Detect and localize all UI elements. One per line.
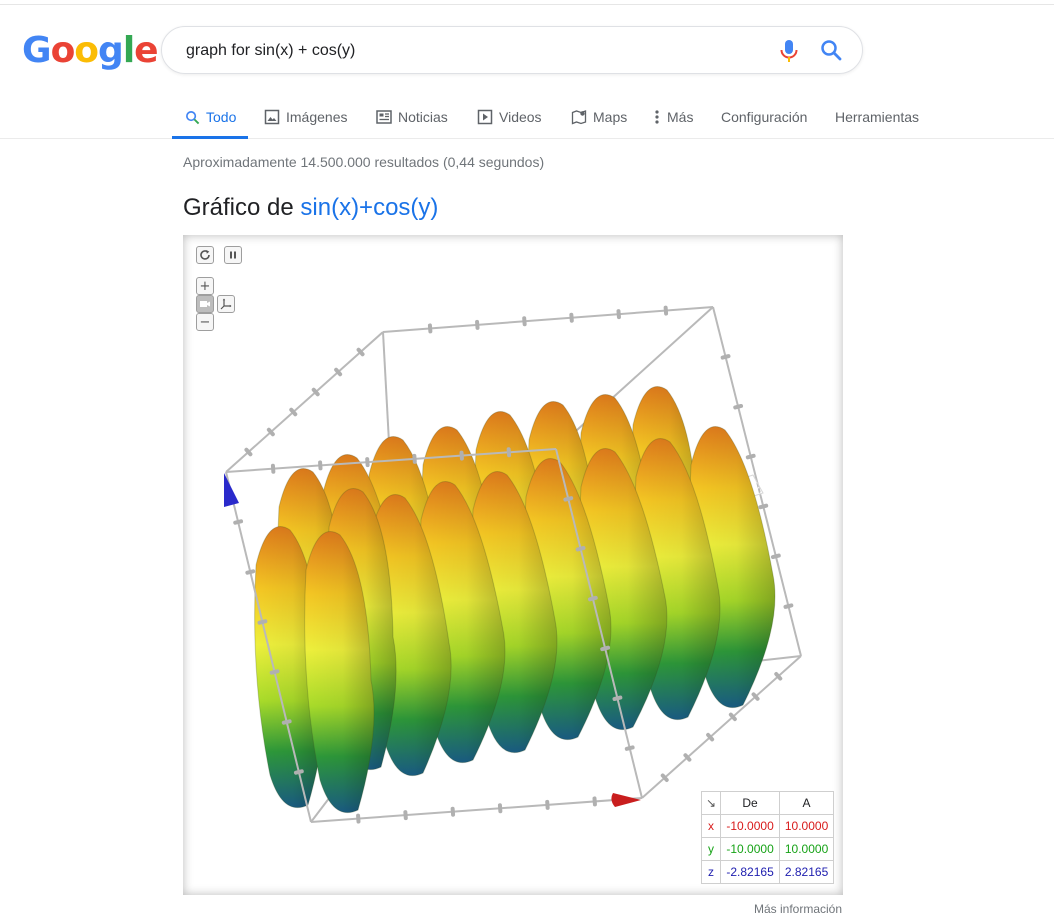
tab-videos[interactable]: Videos: [477, 96, 542, 138]
image-icon: [264, 109, 280, 125]
range-from-z[interactable]: -2.82165: [720, 860, 781, 884]
axis-tick: [758, 503, 769, 510]
map-pin-icon: [571, 109, 587, 125]
bounding-box-front: [225, 448, 643, 823]
top-divider: [0, 4, 1054, 5]
axes-icon: [220, 298, 232, 310]
range-to-header: A: [779, 791, 835, 815]
axis-tick: [624, 745, 635, 751]
refresh-icon: [200, 250, 210, 260]
tab-all[interactable]: Todo: [171, 96, 249, 139]
axis-tick: [311, 387, 320, 397]
tab-label: Videos: [499, 109, 542, 125]
axis-tick: [720, 354, 731, 360]
axis-tick: [733, 403, 744, 410]
axis-tick: [334, 367, 343, 377]
zoom-in-button[interactable]: +: [196, 277, 214, 295]
more-info-link[interactable]: Más información: [754, 902, 843, 916]
graph-title: Gráfico de sin(x)+cos(y): [183, 194, 438, 222]
tab-images[interactable]: Imágenes: [264, 96, 347, 138]
tab-label: Más: [667, 109, 694, 125]
z-axis-arrow: [224, 473, 239, 507]
axis-tick: [281, 719, 292, 725]
axis-tick: [257, 619, 268, 625]
axis-tick: [783, 603, 794, 609]
axis-tick: [774, 672, 783, 681]
range-to-y[interactable]: 10.0000: [779, 837, 835, 861]
x-axis-arrow: [611, 793, 641, 807]
camera-mode-button[interactable]: [196, 295, 214, 313]
search-icon[interactable]: [819, 38, 843, 62]
range-table: ↘ De A x -10.0000 10.0000 y -10.0000 10.…: [700, 791, 835, 884]
result-stats: Aproximadamente 14.500.000 resultados (0…: [183, 154, 545, 170]
axis-tick: [728, 712, 737, 722]
axis-tick: [745, 453, 756, 460]
tab-more[interactable]: Más: [653, 96, 693, 138]
axis-tick: [587, 595, 598, 602]
range-to-x[interactable]: 10.0000: [779, 814, 835, 838]
axis-tick: [245, 569, 256, 575]
range-row-x: x -10.0000 10.0000: [700, 814, 835, 838]
axis-tick: [293, 769, 304, 775]
news-icon: [376, 109, 392, 125]
range-row-z: z -2.82165 2.82165: [700, 860, 835, 884]
microphone-icon[interactable]: [778, 39, 800, 63]
tab-label: Maps: [593, 109, 628, 125]
tab-label: Todo: [206, 109, 237, 125]
more-vert-icon: [653, 109, 661, 125]
search-box[interactable]: [161, 26, 863, 74]
search-icon: [184, 109, 200, 125]
zoom-out-button[interactable]: −: [196, 313, 214, 331]
axis-tick: [660, 773, 669, 782]
graph-3d-plot[interactable]: [183, 235, 843, 895]
tick-marks: [233, 305, 794, 824]
axis-tick: [683, 753, 692, 762]
reset-view-button[interactable]: [196, 246, 214, 264]
tab-tools[interactable]: Herramientas: [835, 96, 919, 138]
range-to-z[interactable]: 2.82165: [779, 860, 835, 884]
range-var: y: [700, 837, 722, 861]
range-from-header: De: [720, 791, 781, 815]
tab-label: Noticias: [398, 109, 448, 125]
tab-settings[interactable]: Configuración: [721, 96, 807, 138]
plot-surface: [254, 386, 776, 814]
surface-wave-shade: [304, 531, 375, 813]
google-logo[interactable]: Google: [22, 30, 159, 71]
pause-icon: [230, 251, 236, 259]
range-row-y: y -10.0000 10.0000: [700, 837, 835, 861]
graph-title-prefix: Gráfico de: [183, 194, 294, 221]
axes-mode-button[interactable]: [217, 295, 235, 313]
axis-tick: [563, 496, 574, 502]
axis-tick: [575, 545, 586, 552]
range-from-y[interactable]: -10.0000: [720, 837, 781, 861]
graph-viewer[interactable]: + − ↘ De A x -10.0000 10.0000 y -10.0000…: [183, 235, 843, 895]
axis-tick: [600, 645, 611, 652]
axis-tick: [244, 447, 253, 457]
axis-tick: [770, 553, 781, 560]
tab-label: Configuración: [721, 109, 808, 125]
axis-tick: [706, 732, 715, 742]
play-icon: [477, 109, 493, 125]
camera-icon: [200, 301, 210, 307]
tab-maps[interactable]: Maps: [571, 96, 627, 138]
search-input[interactable]: [184, 39, 748, 63]
range-table-header: ↘ De A: [700, 791, 835, 815]
range-corner-icon: ↘: [700, 791, 722, 815]
pause-button[interactable]: [224, 246, 242, 264]
axis-tick: [233, 519, 244, 525]
tab-label: Herramientas: [835, 109, 920, 125]
range-var: x: [700, 814, 722, 838]
graph-function-link[interactable]: sin(x)+cos(y): [300, 194, 439, 221]
axis-tick: [289, 407, 298, 417]
axis-tick: [269, 669, 280, 675]
axis-tick: [612, 695, 623, 702]
axis-tick: [356, 347, 365, 357]
axis-tick: [266, 427, 275, 437]
range-from-x[interactable]: -10.0000: [720, 814, 781, 838]
axis-tick: [751, 692, 760, 701]
tab-label: Imágenes: [286, 109, 348, 125]
range-var: z: [700, 860, 722, 884]
search-tabs: Todo Imágenes Noticias Videos Maps Más C…: [0, 96, 1054, 139]
tab-news[interactable]: Noticias: [376, 96, 448, 138]
